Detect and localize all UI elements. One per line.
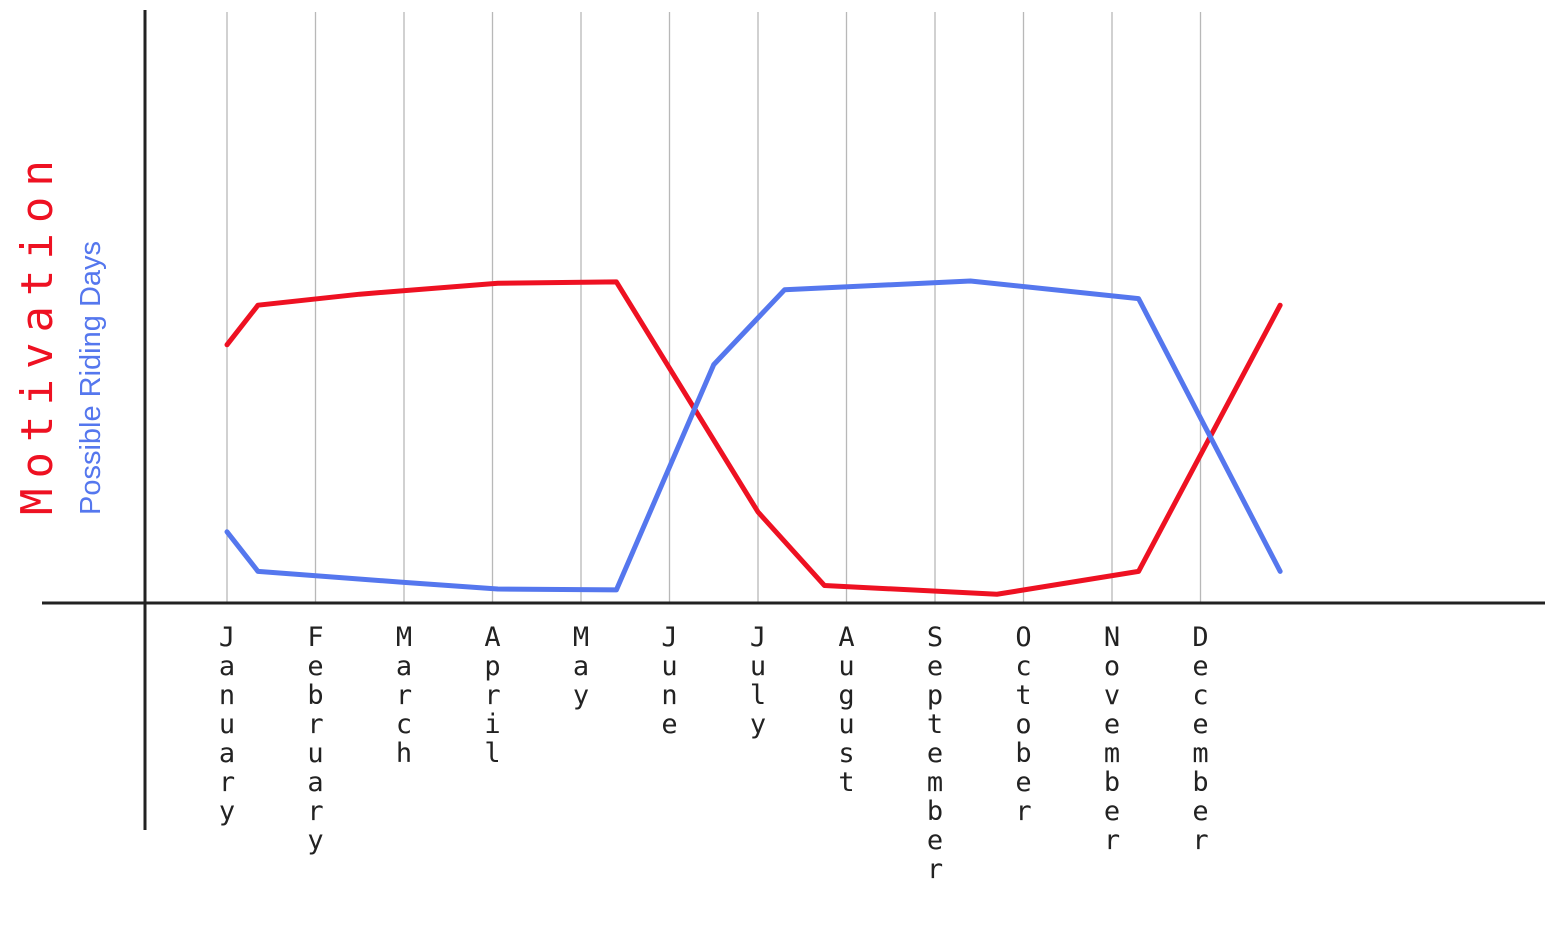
y-axis-label-riding-days: Possible Riding Days bbox=[75, 241, 107, 515]
grid-lines bbox=[226, 12, 1202, 603]
series-layer bbox=[224, 278, 1283, 597]
series-line-motivation bbox=[224, 279, 1283, 597]
series-line-riding_days bbox=[224, 278, 1283, 593]
y-axis-label-motivation: Motivation bbox=[12, 150, 63, 515]
